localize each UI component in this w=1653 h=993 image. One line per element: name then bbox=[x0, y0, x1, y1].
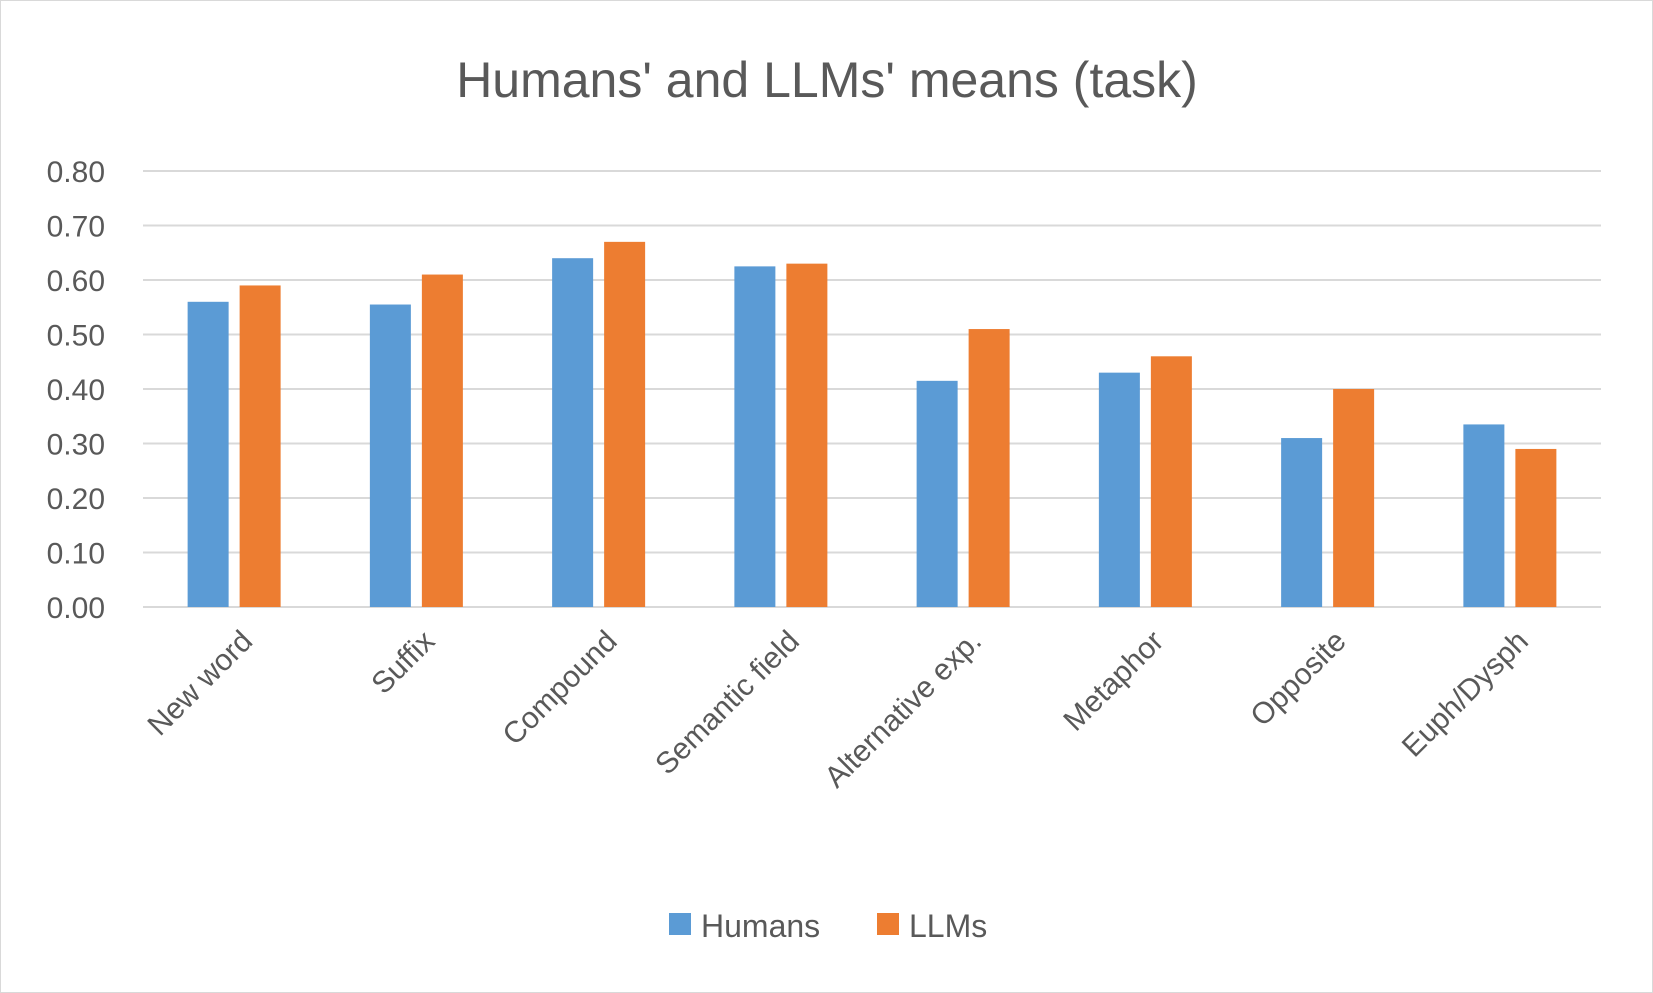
bar-humans-4 bbox=[916, 380, 958, 607]
bar-llms-1 bbox=[421, 274, 463, 607]
bar-llms-0 bbox=[239, 285, 281, 607]
bar-llms-5 bbox=[1150, 356, 1192, 607]
y-tick-label: 0.80 bbox=[47, 156, 105, 189]
x-category-label: Metaphor bbox=[1057, 625, 1170, 738]
bars bbox=[187, 241, 1557, 607]
bar-humans-0 bbox=[187, 301, 229, 607]
y-tick-label: 0.30 bbox=[47, 429, 105, 462]
x-category-label: Suffix bbox=[365, 625, 441, 701]
y-tick-label: 0.50 bbox=[47, 320, 105, 353]
bar-humans-5 bbox=[1098, 372, 1140, 607]
y-tick-label: 0.60 bbox=[47, 265, 105, 298]
y-tick-label: 0.00 bbox=[47, 592, 105, 625]
bar-humans-7 bbox=[1463, 424, 1505, 607]
x-category-label: Alternative exp. bbox=[819, 625, 989, 795]
legend: Humans LLMs bbox=[669, 908, 987, 944]
chart-title: Humans' and LLMs' means (task) bbox=[456, 52, 1198, 108]
x-category-label: Euph/Dysph bbox=[1396, 625, 1535, 764]
bar-llms-7 bbox=[1515, 448, 1557, 607]
legend-swatch-llms bbox=[877, 913, 899, 935]
x-category-label: Semantic field bbox=[649, 625, 806, 782]
gridlines bbox=[143, 170, 1601, 608]
x-category-label: Opposite bbox=[1244, 625, 1352, 733]
x-category-label: New word bbox=[141, 625, 259, 743]
bar-humans-3 bbox=[734, 266, 776, 607]
bar-llms-2 bbox=[604, 241, 646, 607]
bar-humans-6 bbox=[1281, 438, 1323, 607]
y-tick-label: 0.10 bbox=[47, 538, 105, 571]
x-axis-categories: New word Suffix Compound Semantic field Alte… bbox=[141, 625, 1534, 795]
y-tick-label: 0.20 bbox=[47, 483, 105, 516]
bar-llms-6 bbox=[1333, 389, 1375, 607]
bar-llms-4 bbox=[968, 329, 1010, 607]
y-tick-label: 0.70 bbox=[47, 211, 105, 244]
legend-label-llms: LLMs bbox=[909, 908, 987, 944]
y-tick-label: 0.40 bbox=[47, 374, 105, 407]
bar-llms-3 bbox=[786, 263, 828, 607]
y-axis-ticks: 0.00 0.10 0.20 0.30 0.40 0.50 0.60 0.70 0.80 bbox=[47, 156, 105, 625]
bar-humans-1 bbox=[369, 304, 411, 607]
bar-humans-2 bbox=[552, 258, 594, 607]
legend-label-humans: Humans bbox=[701, 908, 820, 944]
legend-swatch-humans bbox=[669, 913, 691, 935]
x-category-label: Compound bbox=[496, 625, 623, 752]
